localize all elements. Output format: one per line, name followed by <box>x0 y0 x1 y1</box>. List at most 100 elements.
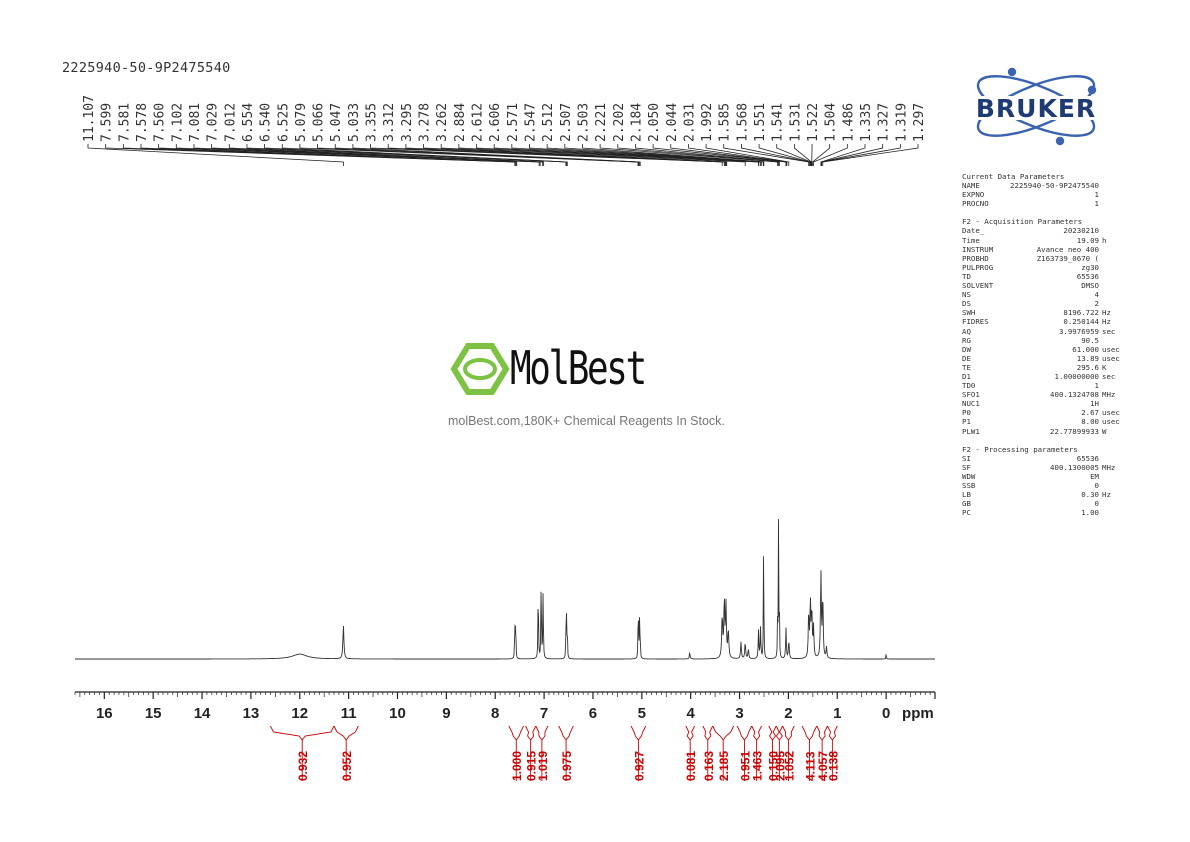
param-value: 1H <box>1090 399 1099 409</box>
param-key: INSTRUM <box>962 244 994 254</box>
param-key: SF <box>962 462 971 472</box>
param-value: 8196.722 <box>1063 308 1099 318</box>
peak-label: 2.507 <box>559 103 574 142</box>
param-value: Z163739_0670 ( <box>1036 253 1099 263</box>
param-unit <box>1099 199 1122 208</box>
param-unit <box>1099 226 1122 235</box>
peak-label-leader <box>458 144 746 166</box>
integral-bracket <box>736 725 745 781</box>
param-row: TE 295.6 K <box>962 363 1122 372</box>
integral-bracket <box>689 725 695 741</box>
x-tick-label: 3 <box>735 705 743 722</box>
param-unit <box>1099 299 1122 308</box>
spectrum-layer <box>75 519 935 660</box>
param-unit: usec <box>1102 344 1120 354</box>
param-unit: MHz <box>1102 462 1116 472</box>
param-unit <box>1099 399 1122 408</box>
peak-label-leader <box>440 144 728 166</box>
integral-label: 2.095 <box>773 751 787 781</box>
integral-bracket <box>788 725 795 741</box>
peak-label-leader <box>822 144 919 166</box>
param-key: PC <box>962 508 971 518</box>
param-key: PLW1 <box>962 426 980 436</box>
param-key: GB <box>962 499 971 509</box>
peak-label: 7.578 <box>135 103 150 142</box>
param-value: EM <box>1090 471 1099 481</box>
param-value: 295.6 <box>1076 362 1099 372</box>
param-unit: K <box>1102 362 1107 372</box>
param-value: Avance neo 400 <box>1036 244 1099 254</box>
peak-label: 2.050 <box>647 103 662 142</box>
peak-label-leader <box>723 144 810 166</box>
param-key: DW <box>962 344 971 354</box>
param-row: NAME 2225940-50-9P2475540 <box>962 181 1122 190</box>
peak-label: 1.327 <box>877 103 892 142</box>
param-value: 0.30 <box>1081 490 1099 500</box>
param-key: NS <box>962 290 971 300</box>
integral-bracket <box>535 725 543 781</box>
peak-label: 7.560 <box>153 103 168 142</box>
param-key: PROBHD <box>962 253 989 263</box>
x-tick-label: 10 <box>389 705 406 722</box>
peak-label-leader <box>582 144 765 166</box>
param-value: 2.67 <box>1081 408 1099 418</box>
param-value: 1 <box>1094 190 1099 200</box>
param-row: RG 90.5 <box>962 336 1122 345</box>
param-unit: MHz <box>1102 390 1116 400</box>
param-value: 0.250144 <box>1063 317 1099 327</box>
param-row: P0 2.67 usec <box>962 408 1122 417</box>
peak-label: 7.581 <box>117 103 132 142</box>
param-row: P1 8.00 usec <box>962 417 1122 426</box>
x-tick-label: 2 <box>784 705 792 722</box>
acquisition-parameters: Current Data Parameters NAME 2225940-50-9P… <box>962 172 1122 517</box>
param-value: 1.00000000 <box>1054 371 1100 381</box>
peak-label: 6.540 <box>259 103 274 142</box>
integral-bracket <box>832 725 838 741</box>
param-key: DS <box>962 299 971 309</box>
peak-label: 2.884 <box>453 103 468 142</box>
integral-bracket <box>827 725 833 781</box>
integral-bracket <box>702 725 709 781</box>
peak-label: 1.335 <box>859 103 874 142</box>
peak-label: 5.079 <box>294 103 309 142</box>
param-row: PROCNO 1 <box>962 199 1122 208</box>
param-key: D1 <box>962 371 971 381</box>
param-value: 22.77899933 <box>1050 426 1099 436</box>
peak-label: 2.571 <box>506 103 521 142</box>
param-row: SFO1 400.1324708 MHz <box>962 390 1122 399</box>
param-key: SFO1 <box>962 390 980 400</box>
peak-label: 1.992 <box>700 103 715 142</box>
peak-label-leader <box>158 144 518 166</box>
param-key: TD <box>962 271 971 281</box>
param-row: SWH 8196.722 Hz <box>962 308 1122 317</box>
param-unit <box>1099 272 1122 281</box>
integral-label: 0.081 <box>684 751 698 781</box>
param-key: SSB <box>962 481 976 490</box>
param-unit <box>1099 254 1122 263</box>
peak-label-leader <box>352 144 641 166</box>
param-row: SOLVENT DMSO <box>962 281 1122 290</box>
integral-bracket <box>565 725 574 741</box>
param-key: TE <box>962 362 971 372</box>
integral-label: 1.000 <box>510 751 524 781</box>
peak-label-leader <box>688 144 788 166</box>
peak-label-leader <box>705 144 790 166</box>
integral-bracket <box>541 725 549 741</box>
param-key: P1 <box>962 417 971 427</box>
bruker-logo: BRUKER <box>956 67 1116 146</box>
peak-label-leader <box>423 144 727 166</box>
param-unit <box>1099 508 1122 517</box>
integral-bracket <box>821 725 828 741</box>
param-row: PC 1.00 <box>962 508 1122 517</box>
peak-label-leader <box>821 144 901 166</box>
integral-bracket <box>301 725 335 741</box>
param-value: 65536 <box>1076 453 1099 463</box>
x-tick-label: 12 <box>291 705 308 722</box>
integral-label: 0.975 <box>560 751 574 781</box>
x-tick-label: 8 <box>491 705 499 722</box>
param-row: DE 13.89 usec <box>962 354 1122 363</box>
param-unit <box>1099 181 1122 190</box>
param-unit <box>1099 472 1122 481</box>
param-key: SOLVENT <box>962 281 994 291</box>
param-unit: usec <box>1102 417 1120 427</box>
